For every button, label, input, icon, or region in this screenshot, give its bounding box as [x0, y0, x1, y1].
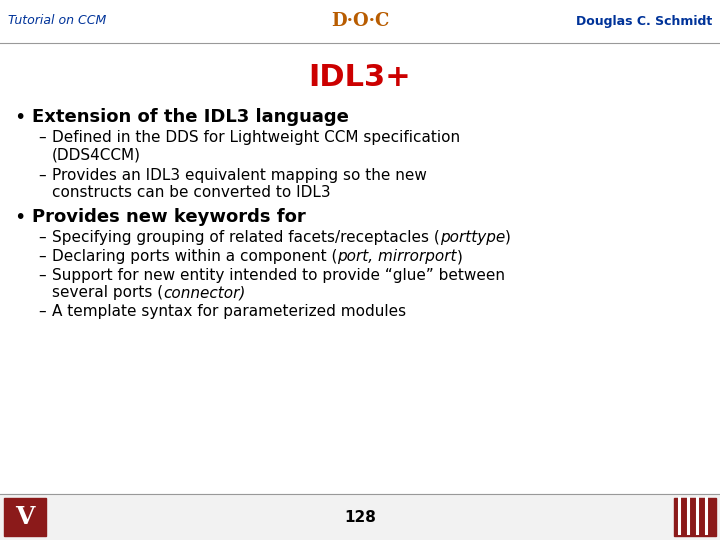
- Text: –: –: [38, 168, 45, 183]
- Text: V: V: [15, 505, 35, 529]
- Text: –: –: [38, 230, 45, 245]
- Bar: [674, 498, 716, 536]
- Text: Declaring ports within a component (: Declaring ports within a component (: [52, 249, 338, 264]
- Text: port, mirrorport: port, mirrorport: [338, 249, 457, 264]
- Text: A template syntax for parameterized modules: A template syntax for parameterized modu…: [52, 304, 406, 319]
- Text: D·O·C: D·O·C: [330, 12, 390, 30]
- Text: –: –: [38, 249, 45, 264]
- Text: IDL3+: IDL3+: [309, 63, 411, 91]
- Text: ): ): [505, 230, 511, 245]
- Text: several ports (: several ports (: [52, 285, 163, 300]
- Text: constructs can be converted to IDL3: constructs can be converted to IDL3: [52, 185, 330, 200]
- Bar: [4, 498, 46, 536]
- Text: ): ): [457, 249, 463, 264]
- Text: Support for new entity intended to provide “glue” between: Support for new entity intended to provi…: [52, 268, 505, 283]
- Text: –: –: [38, 304, 45, 319]
- Text: –: –: [38, 268, 45, 283]
- Text: Provides new keywords for: Provides new keywords for: [32, 208, 306, 226]
- Text: Douglas C. Schmidt: Douglas C. Schmidt: [576, 15, 712, 28]
- Text: Specifying grouping of related facets/receptacles (: Specifying grouping of related facets/re…: [52, 230, 440, 245]
- Text: •: •: [14, 108, 25, 127]
- Text: Extension of the IDL3 language: Extension of the IDL3 language: [32, 108, 349, 126]
- Text: 128: 128: [344, 510, 376, 524]
- Text: Defined in the DDS for Lightweight CCM specification: Defined in the DDS for Lightweight CCM s…: [52, 130, 460, 145]
- Text: Tutorial on CCM: Tutorial on CCM: [8, 15, 107, 28]
- Text: •: •: [14, 208, 25, 227]
- Text: –: –: [38, 130, 45, 145]
- Text: connector): connector): [163, 285, 246, 300]
- Text: Provides an IDL3 equivalent mapping so the new: Provides an IDL3 equivalent mapping so t…: [52, 168, 427, 183]
- Text: porttype: porttype: [440, 230, 505, 245]
- Text: (DDS4CCM): (DDS4CCM): [52, 147, 141, 162]
- Bar: [0, 494, 720, 540]
